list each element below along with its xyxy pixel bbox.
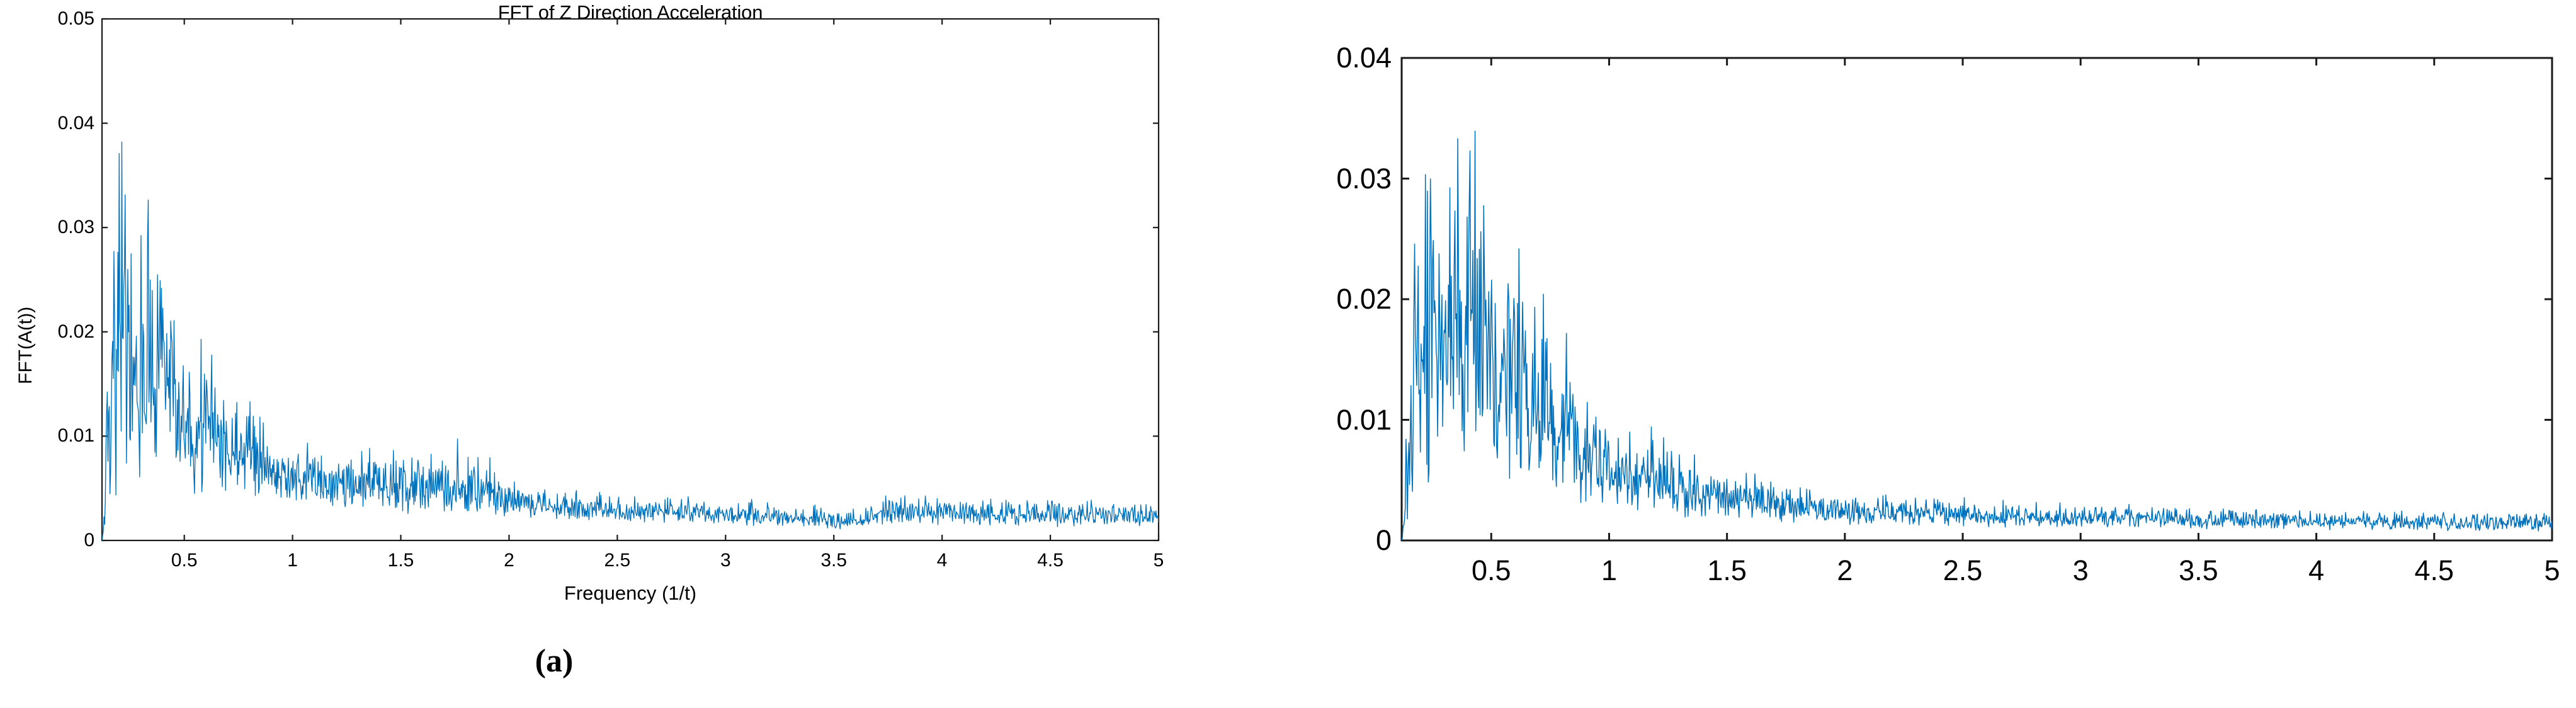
y-tick-label: 0.01 <box>1336 403 1392 436</box>
panel-a: FFT of Z Direction Acceleration FFT(A(t)… <box>15 1 1164 679</box>
x-tick-label: 3.5 <box>2179 554 2218 586</box>
x-tick-label: 3 <box>720 550 731 571</box>
y-tick-label: 0.03 <box>1336 162 1392 195</box>
y-tick-label: 0.04 <box>57 112 94 134</box>
y-tick-label: 0.02 <box>57 321 94 342</box>
y-tick-label: 0 <box>84 530 94 551</box>
x-tick-label: 4.5 <box>2414 554 2454 586</box>
y-tick-label: 0.01 <box>57 425 94 447</box>
y-tick-label: 0.03 <box>57 217 94 238</box>
y-tick-label: 0.02 <box>1336 283 1392 315</box>
panel-caption-a: (a) <box>535 643 574 679</box>
y-tick-label: 0.04 <box>1336 42 1392 74</box>
x-tick-label: 2.5 <box>604 550 631 571</box>
x-axis-label-a: Frequency (1/t) <box>564 582 697 604</box>
x-tick-label: 5 <box>2544 554 2560 586</box>
fft-trace <box>102 141 1159 540</box>
x-tick-label: 5 <box>1153 550 1164 571</box>
x-tick-label: 3.5 <box>820 550 848 571</box>
x-tick-label: 4.5 <box>1037 550 1064 571</box>
x-tick-label: 1.5 <box>1707 554 1747 586</box>
plot-area-a <box>101 18 1160 542</box>
x-tick-label: 2 <box>504 550 514 571</box>
y-tick-label: 0.05 <box>57 8 94 29</box>
x-tick-label: 0.5 <box>1471 554 1511 586</box>
panel-b: FFT of Z Direction Acceleration FFT(A(t)… <box>1288 0 2576 708</box>
x-tick-label: 3 <box>2072 554 2089 586</box>
plot-title-a: FFT of Z Direction Acceleration <box>497 1 763 23</box>
y-tick-label: 0 <box>1375 524 1392 556</box>
x-tick-label: 1 <box>287 550 298 571</box>
x-tick-label: 2.5 <box>1943 554 1983 586</box>
x-tick-label: 1 <box>1601 554 1617 586</box>
x-tick-label: 4 <box>936 550 948 571</box>
x-tick-label: 2 <box>1837 554 1853 586</box>
x-tick-label: 0.5 <box>171 550 198 571</box>
x-tick-label: 1.5 <box>387 550 414 571</box>
x-tick-label: 4 <box>2308 554 2325 586</box>
